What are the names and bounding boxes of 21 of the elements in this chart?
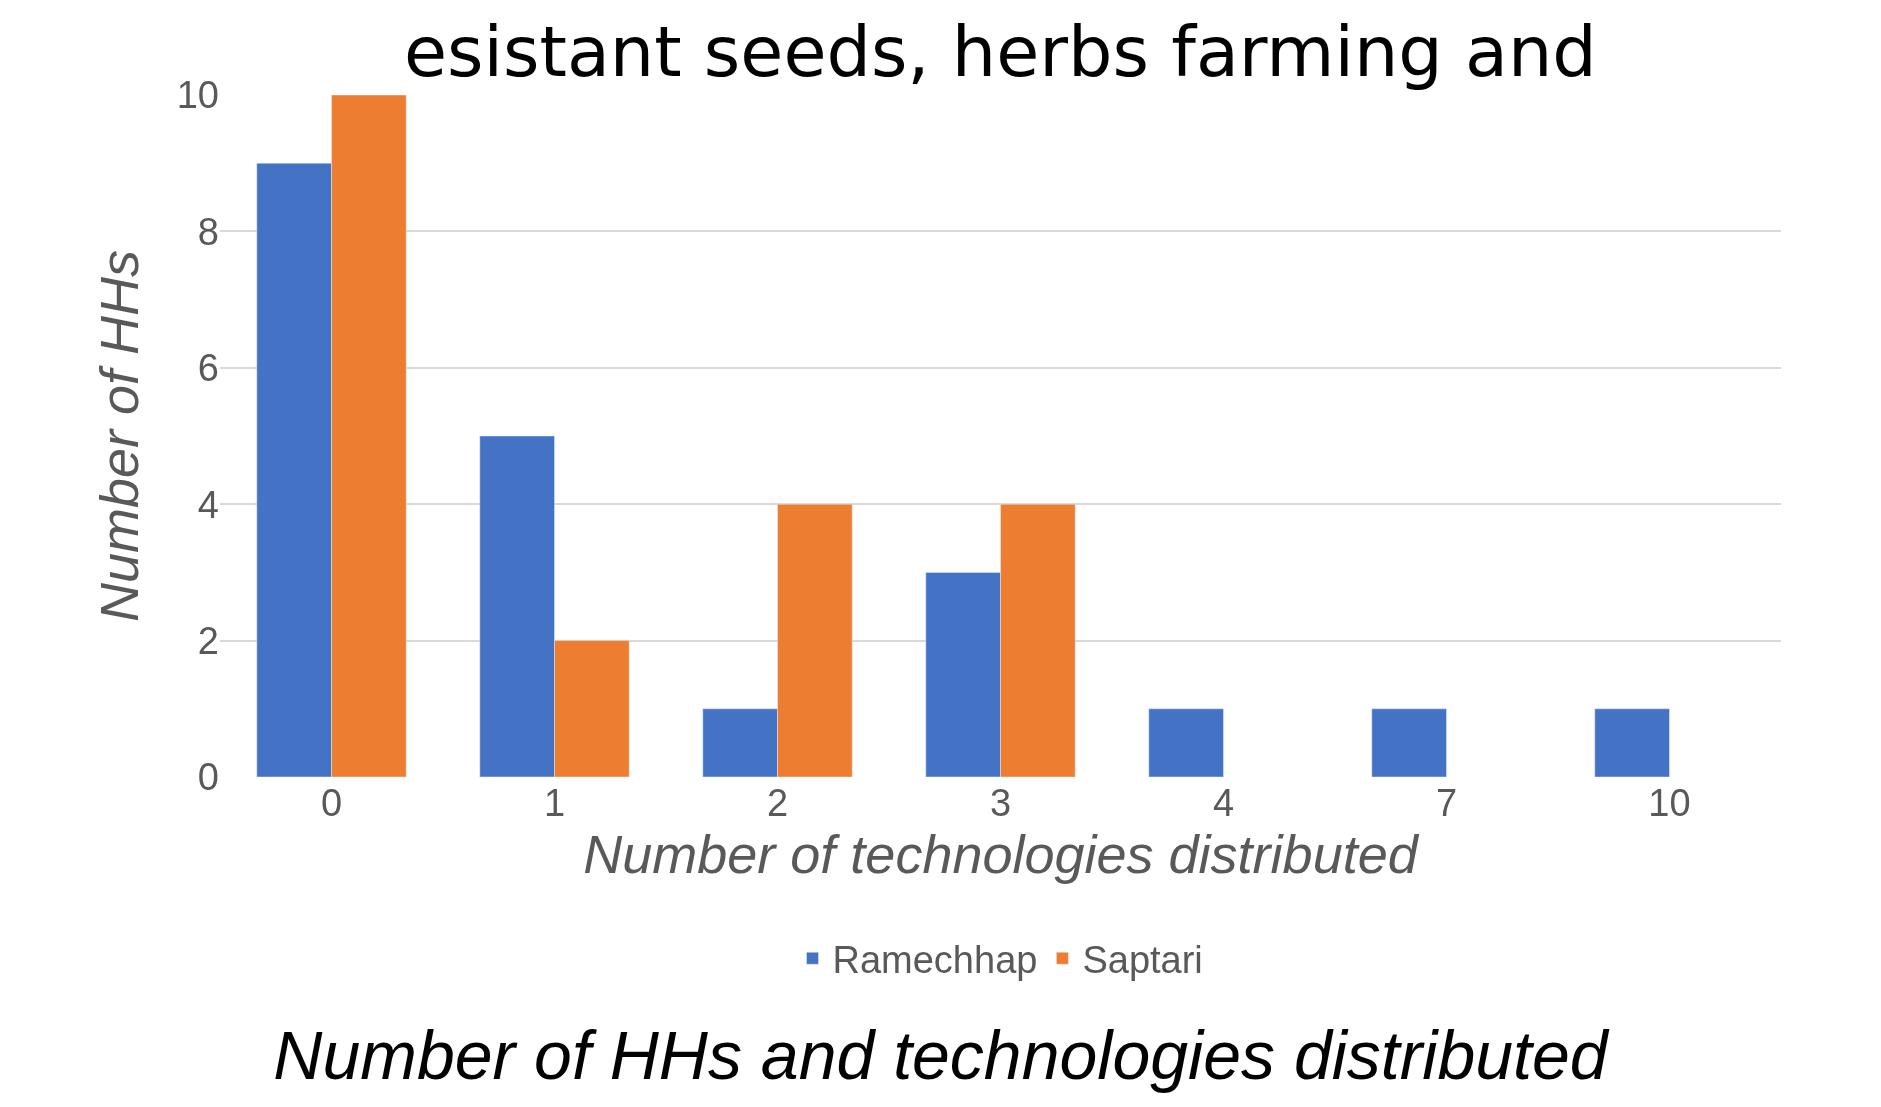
x-tick-label: 1 [543, 782, 566, 824]
x-tick-label: 10 [1648, 782, 1691, 824]
bar [1148, 708, 1224, 777]
x-tick-label: 0 [320, 782, 343, 824]
y-tick-label: 6 [197, 347, 219, 390]
x-tick-label: 4 [1212, 782, 1235, 824]
y-tick-label: 8 [197, 210, 219, 253]
bar [1594, 708, 1670, 777]
legend-label: Ramechhap [832, 939, 1038, 982]
y-axis-title: Number of HHs [89, 249, 150, 623]
x-tick-label: 3 [989, 782, 1012, 824]
legend-label: Saptari [1082, 939, 1203, 982]
bar [1371, 708, 1447, 777]
x-tick-label: 2 [766, 782, 789, 824]
y-tick-label: 4 [197, 483, 219, 526]
y-tick-label: 10 [176, 74, 219, 117]
x-axis-title: Number of technologies distributed [583, 824, 1420, 884]
text: Number of HHs and technologies distributed [273, 1017, 1610, 1094]
text: esistant seeds, herbs farming and [404, 11, 1597, 93]
y-tick-label: 2 [197, 619, 219, 662]
x-tick-label: 7 [1435, 782, 1458, 824]
